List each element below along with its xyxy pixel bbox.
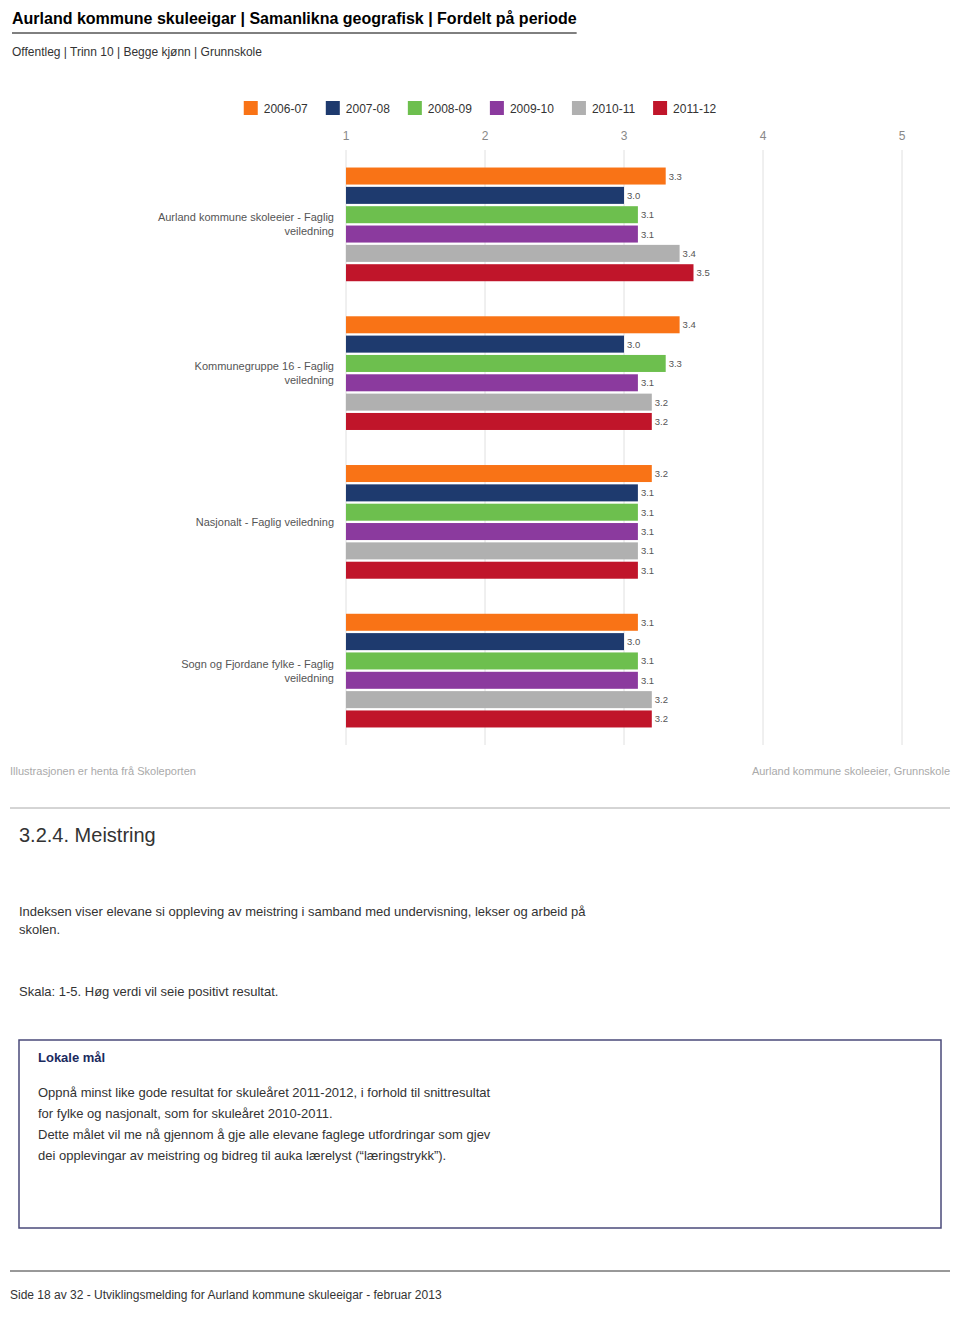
chart-title: Aurland kommune skuleeigar | Samanlikna … [12, 10, 577, 27]
chart-subtitle: Offentleg | Trinn 10 | Begge kjønn | Gru… [12, 45, 262, 59]
data-label: 3.5 [697, 267, 710, 278]
bar [346, 562, 638, 579]
legend-swatch [326, 101, 340, 115]
bar [346, 542, 638, 559]
legend-label: 2008-09 [428, 102, 472, 116]
category-label: Nasjonalt - Faglig veiledning [196, 516, 334, 528]
legend-label: 2010-11 [592, 102, 635, 116]
data-label: 3.1 [641, 526, 654, 537]
data-label: 3.2 [655, 416, 668, 427]
page: Aurland kommune skuleeigar | Samanlikna … [0, 0, 960, 1335]
data-label: 3.2 [655, 468, 668, 479]
x-tick-label: 1 [343, 129, 350, 143]
bars [346, 168, 694, 728]
bar [346, 523, 638, 540]
category-label: Aurland kommune skoleeier - Fagligveiled… [158, 211, 334, 237]
legend-swatch [572, 101, 586, 115]
bar [346, 206, 638, 223]
legend-swatch [408, 101, 422, 115]
title-rule [12, 33, 577, 34]
box-title: Lokale mål [38, 1050, 105, 1065]
data-label: 3.1 [641, 675, 654, 686]
legend-item: 2008-09 [408, 101, 472, 116]
bar [346, 226, 638, 243]
data-label: 3.2 [655, 694, 668, 705]
legend-label: 2007-08 [346, 102, 390, 116]
legend-label: 2011-12 [673, 102, 716, 116]
x-tick-label: 4 [760, 129, 767, 143]
bar [346, 168, 666, 185]
bar [346, 465, 652, 482]
legend-swatch [244, 101, 258, 115]
data-labels: 3.33.03.13.13.43.53.43.03.33.13.23.23.23… [627, 171, 710, 725]
category-labels: Aurland kommune skoleeier - Fagligveiled… [158, 211, 334, 683]
bar [346, 614, 638, 631]
legend-item: 2011-12 [653, 101, 716, 116]
category-label: Kommunegruppe 16 - Fagligveiledning [195, 360, 334, 386]
bar [346, 316, 680, 333]
section-text: Indeksen viser elevane si oppleving av m… [19, 904, 586, 937]
bar [346, 394, 652, 411]
bar [346, 672, 638, 689]
bar [346, 484, 638, 501]
data-label: 3.3 [669, 358, 682, 369]
legend-label: 2009-10 [510, 102, 554, 116]
bar [346, 374, 638, 391]
bar [346, 710, 652, 727]
section-text: Skala: 1-5. Høg verdi vil seie positivt … [19, 984, 278, 999]
data-label: 3.1 [641, 507, 654, 518]
background [0, 0, 960, 1335]
box-text: Oppnå minst like gode resultat for skule… [38, 1085, 491, 1163]
grid-line [763, 150, 764, 745]
data-label: 3.1 [641, 545, 654, 556]
data-label: 3.0 [627, 190, 640, 201]
goal-box [19, 1040, 941, 1228]
grid: 1 2 3 4 5 [343, 129, 906, 745]
data-label: 3.1 [641, 209, 654, 220]
bar [346, 691, 652, 708]
data-label: 3.2 [655, 397, 668, 408]
x-tick-label: 5 [899, 129, 906, 143]
legend: 2006-07 2007-08 2008-09 2009-10 2010-11 2011-… [244, 101, 717, 116]
legend-item: 2007-08 [326, 101, 390, 116]
data-label: 3.3 [669, 171, 682, 182]
bar [346, 245, 680, 262]
bar [346, 264, 694, 281]
data-label: 3.0 [627, 636, 640, 647]
page-footer: Side 18 av 32 - Utviklingsmelding for Au… [10, 1288, 442, 1302]
x-tick-label: 3 [621, 129, 628, 143]
data-label: 3.1 [641, 655, 654, 666]
data-label: 3.1 [641, 229, 654, 240]
bar [346, 336, 624, 353]
footer-rule [10, 1271, 950, 1272]
grid-line [902, 150, 903, 745]
divider [10, 808, 950, 809]
bar [346, 504, 638, 521]
data-label: 3.4 [683, 248, 696, 259]
data-label: 3.1 [641, 617, 654, 628]
data-label: 3.4 [683, 319, 696, 330]
legend-item: 2010-11 [572, 101, 635, 116]
data-label: 3.2 [655, 713, 668, 724]
data-label: 3.1 [641, 377, 654, 388]
section-title: 3.2.4. Meistring [19, 824, 156, 846]
legend-label: 2006-07 [264, 102, 308, 116]
data-label: 3.0 [627, 339, 640, 350]
bar [346, 652, 638, 669]
bar [346, 355, 666, 372]
bar [346, 187, 624, 204]
legend-swatch [490, 101, 504, 115]
category-label: Sogn og Fjordane fylke - Fagligveilednin… [181, 658, 334, 684]
x-tick-label: 2 [482, 129, 489, 143]
source-note: Illustrasjonen er henta frå Skoleporten [10, 765, 196, 777]
bar [346, 413, 652, 430]
data-label: 3.1 [641, 487, 654, 498]
source-note: Aurland kommune skoleeier, Grunnskole [752, 765, 950, 777]
legend-swatch [653, 101, 667, 115]
legend-item: 2009-10 [490, 101, 554, 116]
bar [346, 633, 624, 650]
data-label: 3.1 [641, 565, 654, 576]
legend-item: 2006-07 [244, 101, 308, 116]
